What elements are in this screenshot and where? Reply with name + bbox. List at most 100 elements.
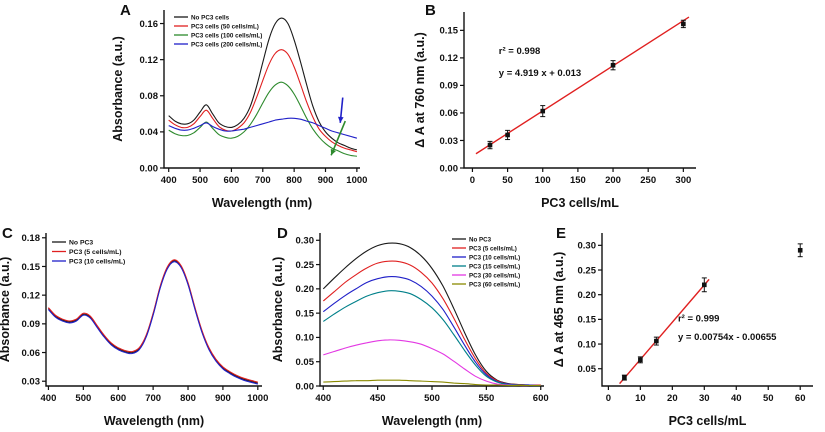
- series-lines: [47, 259, 258, 385]
- series-line: [168, 49, 358, 153]
- series-line: [47, 261, 258, 385]
- svg-text:0.30: 0.30: [578, 241, 597, 252]
- svg-text:100: 100: [535, 175, 551, 186]
- axes: 400 500 600 700 800 900 1000 0.03 0.06 0.09 0.12 0.…: [0, 233, 268, 428]
- svg-text:PC3 (5 cells/mL): PC3 (5 cells/mL): [69, 249, 122, 256]
- svg-text:250: 250: [640, 175, 656, 186]
- svg-text:150: 150: [570, 175, 586, 186]
- svg-text:450: 450: [370, 393, 386, 404]
- svg-text:Wavelength (nm): Wavelength (nm): [382, 414, 482, 428]
- panel-b-label: B: [425, 2, 436, 19]
- svg-text:Absorbance (a.u.): Absorbance (a.u.): [0, 257, 12, 363]
- svg-text:400: 400: [41, 393, 57, 404]
- panel-a-label: A: [120, 2, 131, 19]
- svg-text:PC3 (10 cells/mL): PC3 (10 cells/mL): [69, 258, 125, 265]
- svg-text:0.20: 0.20: [296, 284, 315, 295]
- svg-text:0.09: 0.09: [440, 81, 459, 92]
- svg-text:PC3 cells (200 cells/mL): PC3 cells (200 cells/mL): [191, 41, 262, 48]
- panel-e-chart: 0 10 20 30 40 50 60 0.05 0.10 0.15 0.20 0.25 0.30 PC3…: [552, 233, 813, 428]
- panel-e-label: E: [556, 225, 567, 242]
- svg-text:0.10: 0.10: [296, 333, 315, 344]
- data-point-marker: [681, 21, 686, 27]
- series-lines: [168, 17, 358, 157]
- svg-text:0.04: 0.04: [140, 127, 159, 138]
- panel-e: E 0 10 20 30 40 50 60 0.05 0.10 0.15 0.20 0.25 0.30 P…: [552, 219, 825, 432]
- svg-text:PC3 cells/mL: PC3 cells/mL: [541, 196, 619, 210]
- svg-text:0.16: 0.16: [140, 19, 159, 30]
- svg-text:0.25: 0.25: [296, 260, 315, 271]
- data-point-marker: [622, 375, 627, 380]
- svg-text:500: 500: [424, 393, 440, 404]
- svg-text:Wavelength (nm): Wavelength (nm): [212, 196, 312, 210]
- svg-text:0.15: 0.15: [440, 26, 459, 37]
- svg-text:0.10: 0.10: [578, 339, 597, 350]
- series-line: [322, 276, 541, 387]
- svg-text:0.15: 0.15: [296, 308, 315, 319]
- svg-text:PC3 (15 cells/mL): PC3 (15 cells/mL): [469, 263, 520, 270]
- svg-text:0.05: 0.05: [578, 364, 597, 375]
- svg-text:900: 900: [318, 175, 334, 186]
- svg-text:900: 900: [215, 393, 231, 404]
- svg-text:0.30: 0.30: [296, 236, 315, 247]
- svg-text:0.12: 0.12: [140, 55, 159, 66]
- svg-text:PC3 cells/mL: PC3 cells/mL: [669, 414, 747, 428]
- svg-text:0.15: 0.15: [578, 315, 597, 326]
- svg-text:0.25: 0.25: [578, 265, 597, 276]
- series-line: [168, 117, 358, 139]
- svg-text:0.08: 0.08: [140, 91, 159, 102]
- svg-text:200: 200: [605, 175, 621, 186]
- axes: 400 500 600 700 800 900 1000 0.00 0.04 0.08 0.12 0.…: [111, 10, 367, 210]
- svg-text:r² = 0.999: r² = 0.999: [678, 314, 719, 325]
- axes: 400 450 500 550 600 0.00 0.05 0.10 0.15 0.20 0.25 0…: [272, 233, 549, 428]
- data-point-marker: [797, 247, 803, 253]
- svg-text:0.00: 0.00: [440, 163, 459, 174]
- svg-text:PC3 (60 cells/mL): PC3 (60 cells/mL): [469, 281, 520, 288]
- panel-b-chart: 0 50 100 150 200 250 300 0.00 0.03 0.06 0.09 0.12 0.…: [413, 12, 696, 210]
- series-line: [168, 17, 358, 151]
- panel-d: D 400 450 500 550 600 0.00 0.05 0.10 0.15 0.20 0.2…: [272, 219, 552, 432]
- panel-b: B 0 50 100 150 200 250 300 0.00 0.03 0.06 0.09 0.12…: [412, 0, 712, 214]
- fit-line: [475, 16, 690, 155]
- svg-text:No PC3: No PC3: [69, 239, 93, 246]
- svg-text:60: 60: [795, 393, 806, 404]
- svg-text:300: 300: [675, 175, 691, 186]
- svg-text:PC3 (5 cells/mL): PC3 (5 cells/mL): [469, 245, 517, 252]
- series-line: [323, 379, 541, 387]
- svg-text:0.06: 0.06: [22, 348, 41, 359]
- svg-text:0.00: 0.00: [296, 381, 315, 392]
- svg-text:0.12: 0.12: [440, 53, 459, 64]
- fit-line: [619, 278, 710, 385]
- panel-d-chart: 400 450 500 550 600 0.00 0.05 0.10 0.15 0.20 0.25 0…: [272, 233, 549, 428]
- annotation-arrow: [330, 120, 347, 156]
- svg-text:20: 20: [667, 393, 678, 404]
- svg-text:800: 800: [180, 393, 196, 404]
- svg-text:10: 10: [635, 393, 646, 404]
- data-point-marker: [505, 132, 510, 138]
- svg-text:0.03: 0.03: [440, 136, 459, 147]
- svg-text:0.20: 0.20: [578, 290, 597, 301]
- svg-text:0.15: 0.15: [22, 262, 41, 273]
- svg-text:PC3 cells (50 cells/mL): PC3 cells (50 cells/mL): [191, 23, 259, 30]
- data-point-marker: [487, 142, 493, 148]
- svg-text:Δ A at 760 nm (a.u.): Δ A at 760 nm (a.u.): [413, 32, 427, 148]
- panel-a: A 400 500 600 700 800 900 1000 0.00 0.04 0.08 0.12…: [108, 0, 368, 214]
- svg-text:y = 4.919 x + 0.013: y = 4.919 x + 0.013: [499, 68, 581, 79]
- panel-c: C 400 500 600 700 800 900 1000 0.03 0.06 0.09 0.12…: [0, 219, 272, 432]
- svg-text:600: 600: [533, 393, 549, 404]
- panel-d-label: D: [277, 225, 288, 242]
- svg-text:50: 50: [763, 393, 774, 404]
- svg-text:Wavelength (nm): Wavelength (nm): [104, 414, 204, 428]
- svg-text:y = 0.00754x - 0.00655: y = 0.00754x - 0.00655: [678, 332, 777, 343]
- series-line: [47, 259, 258, 383]
- legend: No PC3 PC3 (5 cells/mL) PC3 (10 cells/mL): [52, 239, 125, 265]
- svg-text:800: 800: [286, 175, 302, 186]
- svg-text:Absorbance (a.u.): Absorbance (a.u.): [272, 257, 285, 363]
- svg-text:0.09: 0.09: [22, 319, 41, 330]
- svg-text:550: 550: [478, 393, 494, 404]
- svg-text:No PC3: No PC3: [469, 236, 492, 243]
- series-lines: [322, 242, 541, 387]
- data-point-marker: [638, 357, 643, 363]
- data-point-marker: [702, 282, 707, 288]
- data-points: [621, 243, 803, 381]
